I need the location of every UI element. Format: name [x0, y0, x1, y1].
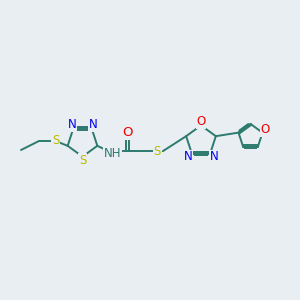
Text: O: O: [196, 115, 206, 128]
Text: O: O: [122, 126, 133, 139]
Text: S: S: [154, 145, 161, 158]
Text: N: N: [209, 150, 218, 163]
Text: N: N: [68, 118, 76, 131]
Text: S: S: [79, 154, 86, 167]
Text: N: N: [184, 150, 193, 163]
Text: S: S: [52, 134, 59, 148]
Text: NH: NH: [104, 147, 122, 160]
Text: O: O: [260, 123, 269, 136]
Text: N: N: [89, 118, 98, 131]
